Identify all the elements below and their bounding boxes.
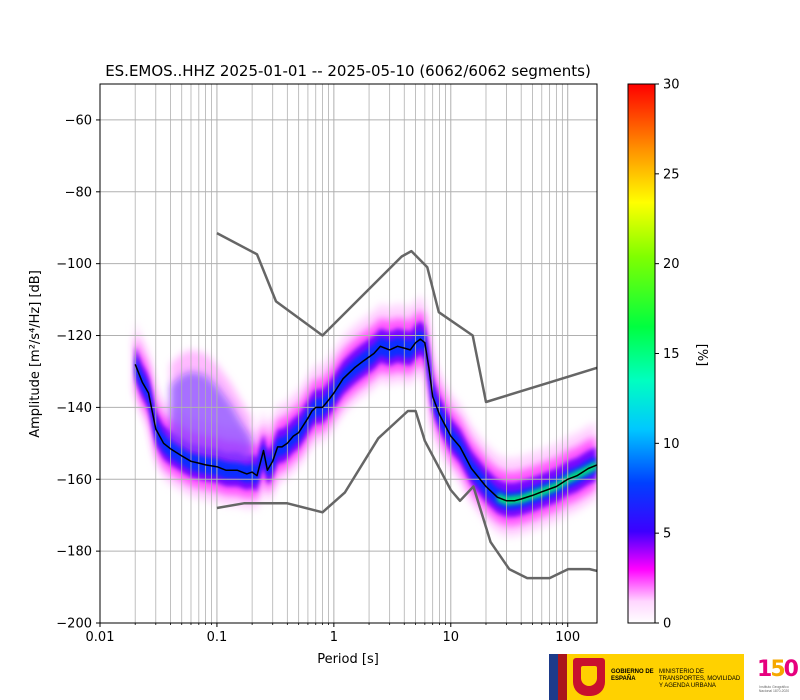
mean-curve-line <box>134 338 597 502</box>
y-axis-ticks: −200 −180 −160 −140 −120 −100 −80 −60 <box>56 113 100 632</box>
colorbar-tick-label: 20 <box>663 257 680 272</box>
colorbar-tick-label: 25 <box>663 167 680 182</box>
y-axis-label: Amplitude [m²/s⁴/Hz] [dB] <box>28 270 43 438</box>
ign-150-number: 150 <box>757 657 799 682</box>
y-tick-label: −120 <box>56 329 92 344</box>
ign-subtitle: Instituto Geográfico Nacional 1870-2020 <box>758 685 790 693</box>
x-tick-label: 0.01 <box>86 630 115 645</box>
x-tick-label: 0.1 <box>207 630 228 645</box>
colorbar-label: [%] <box>694 344 709 367</box>
colorbar-tick-label: 15 <box>663 347 680 362</box>
colorbar-tick-label: 5 <box>663 527 671 542</box>
y-tick-label: −200 <box>56 617 92 632</box>
y-tick-label: −180 <box>56 545 92 560</box>
noise-model-low-line <box>216 409 597 580</box>
y-tick-label: −140 <box>56 401 92 416</box>
plot-frame <box>99 83 598 624</box>
chart-title: ES.EMOS..HHZ 2025-01-01 -- 2025-05-10 (6… <box>105 62 591 80</box>
y-tick-label: −100 <box>56 257 92 272</box>
noise-models <box>216 231 597 580</box>
plot-area <box>100 84 597 623</box>
ministerio-text: MINISTERIO DE TRANSPORTES, MOVILIDAD Y A… <box>659 669 741 689</box>
colorbar-ticks: 0 5 10 15 20 25 30 <box>655 78 680 632</box>
coat-of-arms-icon <box>573 658 605 696</box>
colorbar <box>628 84 655 623</box>
x-axis-label: Period [s] <box>317 652 379 667</box>
y-tick-label: −80 <box>65 185 92 200</box>
gobierno-text: GOBIERNO DE ESPAÑA <box>611 669 654 682</box>
colorbar-tick-label: 30 <box>663 78 680 93</box>
y-tick-label: −160 <box>56 473 92 488</box>
x-axis-ticks: 0.01 0.1 1 10 100 <box>86 623 580 645</box>
ign-150-logo: 150 Instituto Geográfico Nacional 1870-2… <box>754 657 799 699</box>
institutional-footer: GOBIERNO DE ESPAÑA MINISTERIO DE TRANSPO… <box>549 654 800 700</box>
colorbar-tick-label: 10 <box>663 437 680 452</box>
gobierno-logo-block: GOBIERNO DE ESPAÑA MINISTERIO DE TRANSPO… <box>549 654 744 700</box>
eu-stripe <box>549 654 558 700</box>
gridlines <box>100 84 597 623</box>
x-tick-label: 10 <box>443 630 460 645</box>
density-band-3 <box>135 330 596 510</box>
mean-curve-layer <box>134 338 597 502</box>
noise-model-high-line <box>216 231 597 404</box>
x-tick-label: 100 <box>555 630 580 645</box>
y-tick-label: −60 <box>65 113 92 128</box>
x-tick-label: 1 <box>330 630 338 645</box>
colorbar-tick-label: 0 <box>663 617 671 632</box>
